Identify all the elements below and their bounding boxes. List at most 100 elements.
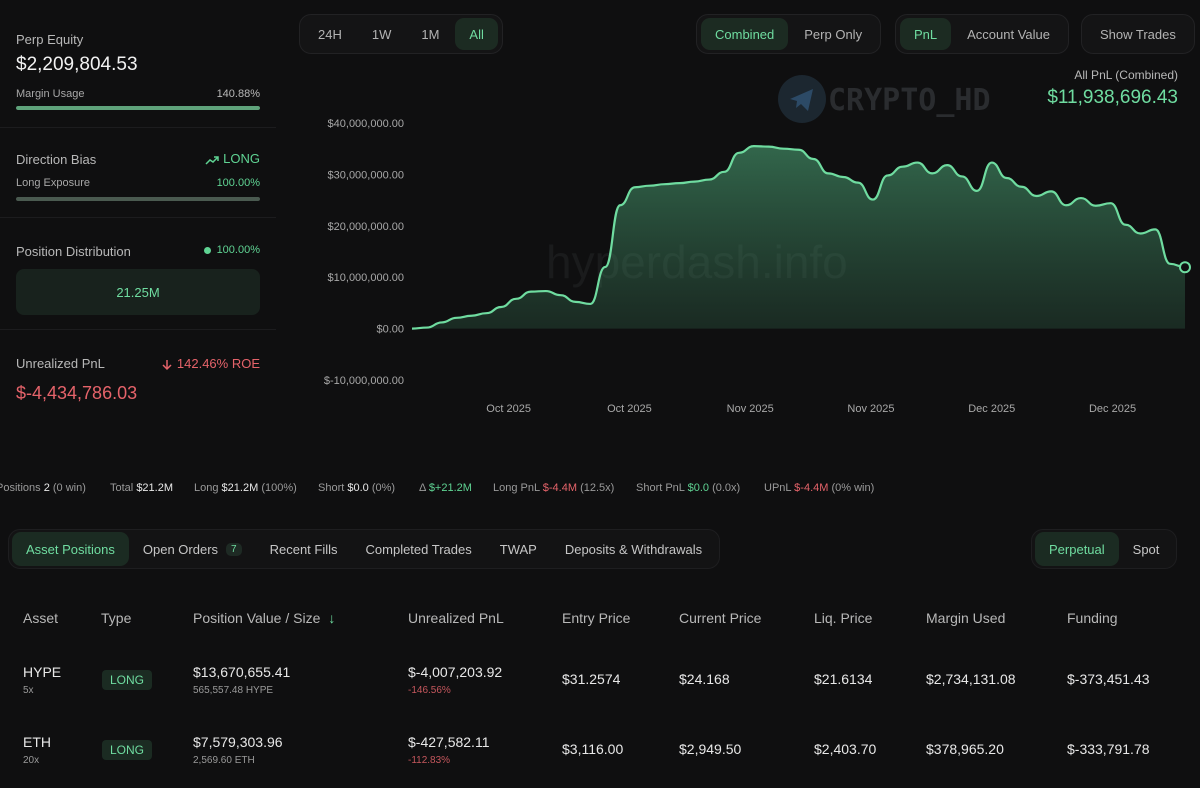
row-liq-price: $2,403.70 [814, 741, 877, 757]
position-distribution-value: 100.00% [203, 244, 260, 256]
green-dot-icon [203, 246, 211, 254]
unrealized-pnl-value: $-4,434,786.03 [16, 383, 138, 403]
row-type-badge: LONG [102, 740, 153, 760]
col-margin-used[interactable]: Margin Used [926, 610, 1006, 626]
margin-usage-bar [16, 106, 260, 110]
position-distribution-card: Position Distribution 100.00% [0, 218, 276, 330]
row-position-value: $13,670,655.41 [193, 664, 291, 680]
tab-twap[interactable]: TWAP [499, 541, 537, 557]
positions-tabs: Asset Positions Open Orders 7 Recent Fill… [8, 529, 721, 569]
row-unrealized-pnl-pct: -112.83% [408, 755, 451, 766]
col-entry-price[interactable]: Entry Price [562, 610, 631, 626]
x-tick-label: Nov 2025 [847, 403, 894, 415]
watermark-brand: CRYPTO_HD [828, 83, 991, 118]
row-asset: ETH [23, 734, 51, 750]
col-unrealized-pnl[interactable]: Unrealized PnL [408, 610, 504, 626]
summary-long: Long $21.2M (100%) [194, 482, 297, 494]
row-liq-price: $21.6134 [814, 671, 873, 687]
row-position-size: 2,569.60 ETH [193, 755, 255, 766]
unrealized-pnl-card: Unrealized PnL 142.46% ROE $-4,434,786.0… [0, 330, 276, 450]
direction-bias-value: LONG [205, 151, 260, 166]
row-funding: $-373,451.43 [1067, 671, 1150, 687]
y-tick-label: $40,000,000.00 [328, 118, 404, 130]
unrealized-roe: 142.46% ROE [162, 356, 260, 371]
x-tick-label: Nov 2025 [727, 403, 774, 415]
x-tick-label: Dec 2025 [968, 403, 1015, 415]
tab-deposits-withdrawals[interactable]: Deposits & Withdrawals [564, 541, 703, 557]
row-margin-used: $378,965.20 [926, 741, 1004, 757]
show-trades-button[interactable]: Show Trades [1100, 26, 1176, 42]
tab-completed-trades[interactable]: Completed Trades [365, 541, 472, 557]
time-range-1w[interactable]: 1W [371, 26, 392, 42]
view-combined[interactable]: Combined [701, 18, 789, 50]
row-unrealized-pnl: $-427,582.11 [408, 734, 490, 750]
tab-asset-positions[interactable]: Asset Positions [12, 532, 129, 566]
row-funding: $-333,791.78 [1067, 741, 1150, 757]
col-asset[interactable]: Asset [23, 610, 59, 626]
col-type[interactable]: Type [101, 610, 132, 626]
stats-panel: Perp Equity $2,209,804.53 Margin Usage 1… [0, 0, 276, 450]
summary-short: Short $0.0 (0%) [318, 482, 396, 494]
view-mode-selector: Combined Perp Only [696, 14, 882, 54]
long-exposure-bar [16, 197, 260, 201]
row-position-value: $7,579,303.96 [193, 734, 283, 750]
direction-bias-label: Direction Bias [16, 152, 97, 167]
col-current-price[interactable]: Current Price [679, 610, 762, 626]
margin-usage-value: 140.88% [216, 88, 260, 100]
y-tick-label: $-10,000,000.00 [324, 375, 404, 387]
row-entry-price: $31.2574 [562, 671, 621, 687]
y-tick-label: $0.00 [376, 324, 404, 336]
y-axis: $40,000,000.00 $30,000,000.00 $20,000,000.… [324, 118, 404, 387]
row-current-price: $24.168 [679, 671, 730, 687]
y-tick-label: $10,000,000.00 [328, 272, 404, 284]
time-range-1m[interactable]: 1M [421, 26, 440, 42]
pnl-header-value: $11,938,696.43 [1047, 87, 1178, 108]
show-trades-group: Show Trades [1081, 14, 1195, 54]
row-leverage: 5x [23, 685, 34, 696]
pnl-header-label: All PnL (Combined) [1074, 68, 1178, 82]
long-exposure-label: Long Exposure [16, 177, 90, 189]
pnl-chart[interactable]: CRYPTO_HD hyperdash.info $40,000,000.00$… [300, 60, 1200, 430]
perp-equity-value: $2,209,804.53 [16, 54, 138, 75]
unrealized-pnl-label: Unrealized PnL [16, 356, 105, 371]
col-liq-price[interactable]: Liq. Price [814, 610, 873, 626]
margin-usage-bar-fill [16, 106, 260, 110]
tab-perpetual[interactable]: Perpetual [1035, 532, 1119, 566]
time-range-all[interactable]: All [455, 18, 498, 50]
distribution-bar-hype[interactable]: 21.25M [16, 269, 260, 315]
direction-bias-card: Direction Bias LONG Long Exposure 100.00… [0, 128, 276, 218]
sort-desc-icon: ↓ [328, 610, 336, 626]
pnl-header: All PnL (Combined) $11,938,696.43 [1047, 68, 1178, 109]
summary-positions: Positions 2 (0 win) [0, 482, 86, 494]
summary-total: Total $21.2M [110, 482, 174, 494]
metric-pnl[interactable]: PnL [900, 18, 952, 50]
margin-usage-label: Margin Usage [16, 88, 85, 100]
y-tick-label: $20,000,000.00 [328, 221, 404, 233]
position-distribution-label: Position Distribution [16, 244, 131, 259]
col-position-value[interactable]: Position Value / Size ↓ [193, 610, 336, 626]
summary-upnl: UPnL $-4.4M (0% win) [764, 482, 875, 494]
row-position-size: 565,557.48 HYPE [193, 685, 274, 696]
view-perp-only[interactable]: Perp Only [804, 26, 863, 42]
perp-equity-card: Perp Equity $2,209,804.53 Margin Usage 1… [0, 0, 276, 128]
tab-recent-fills[interactable]: Recent Fills [269, 541, 338, 557]
summary-long-pnl: Long PnL $-4.4M (12.5x) [493, 482, 615, 494]
tab-spot[interactable]: Spot [1132, 541, 1160, 557]
row-asset: HYPE [23, 664, 62, 680]
row-entry-price: $3,116.00 [562, 741, 624, 757]
pnl-current-marker[interactable] [1179, 261, 1191, 274]
pnl-area [412, 146, 1185, 329]
tab-open-orders[interactable]: Open Orders 7 [129, 532, 256, 566]
col-funding[interactable]: Funding [1067, 610, 1118, 626]
long-exposure-bar-fill [16, 197, 260, 201]
perp-equity-label: Perp Equity [16, 32, 84, 47]
row-leverage: 20x [23, 755, 40, 766]
x-tick-label: Oct 2025 [486, 403, 531, 415]
time-range-24h[interactable]: 24H [318, 26, 342, 42]
row-unrealized-pnl: $-4,007,203.92 [408, 664, 503, 680]
metric-account-value[interactable]: Account Value [967, 26, 1051, 42]
trend-up-icon [205, 155, 219, 165]
long-exposure-value: 100.00% [216, 177, 260, 189]
row-current-price: $2,949.50 [679, 741, 742, 757]
row-margin-used: $2,734,131.08 [926, 671, 1016, 687]
